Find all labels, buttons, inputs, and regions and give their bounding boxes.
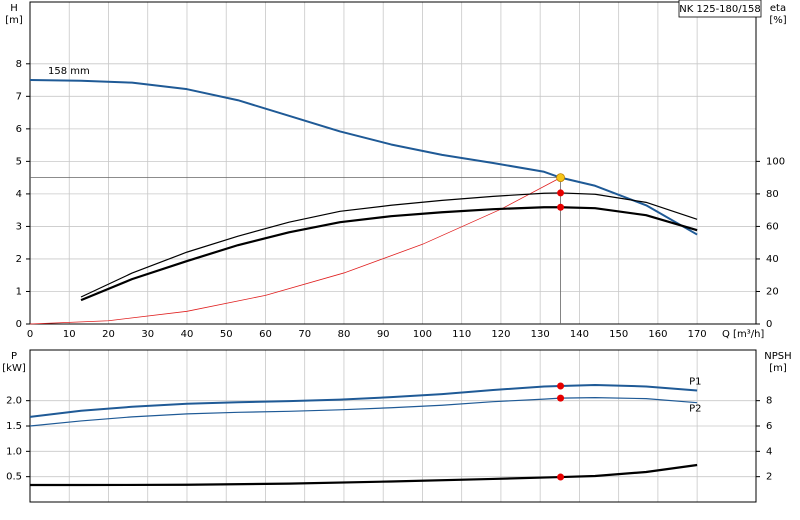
y2-axis-label: eta [770,3,786,14]
x-tick-label: 40 [181,329,194,340]
y-tick-label: 4 [16,189,22,200]
y2-tick-label: 6 [766,421,772,432]
y2-tick-label: 40 [766,254,779,265]
y2-axis-label: NPSH [764,351,791,362]
x-tick-label: 140 [570,329,589,340]
duty-marker [557,382,565,390]
x-tick-label: 130 [531,329,550,340]
y-tick-label: 2.0 [6,396,22,407]
curve [29,177,561,325]
title-box [678,0,762,18]
x-tick-label: 30 [141,329,154,340]
y-tick-label: 5 [16,156,22,167]
y-axis-unit: [kW] [2,363,26,374]
duty-marker [557,473,565,481]
y2-tick-label: 80 [766,189,779,200]
curve [29,397,698,427]
y-tick-label: 1.5 [6,421,22,432]
curve [29,383,698,418]
x-tick-label: 100 [413,329,432,340]
series-label: 158 mm [48,66,90,77]
series-label: P2 [689,404,701,415]
y-axis-label: H [10,3,18,14]
y2-tick-label: 0 [766,319,772,330]
x-tick-label: 80 [338,329,351,340]
curve [30,463,698,487]
y2-tick-label: 60 [766,221,779,232]
plot-frame [29,1,757,325]
y-axis-label: P [11,351,17,362]
x-tick-label: 10 [63,329,76,340]
x-tick-label: 150 [609,329,628,340]
y2-tick-label: 2 [766,472,772,483]
x-tick-label: 50 [220,329,233,340]
x-tick-label: 170 [688,329,707,340]
y2-tick-label: 100 [766,156,785,167]
x-tick-label: 90 [377,329,390,340]
y-axis-unit: [m] [5,15,23,26]
y2-tick-label: 4 [766,446,772,457]
duty-marker [557,203,565,211]
x-tick-label: 0 [27,329,33,340]
curve [29,79,698,236]
y2-tick-label: 8 [766,396,772,407]
y-tick-label: 0 [16,319,22,330]
y-tick-label: 8 [16,59,22,70]
y-tick-label: 0.5 [6,472,22,483]
x-tick-label: 20 [102,329,115,340]
chart-title: NK 125-180/158 [679,4,760,15]
series-label: P1 [689,377,701,388]
x-axis-label: Q [m³/h] [722,329,764,340]
x-tick-label: 120 [491,329,510,340]
y-tick-label: 7 [16,91,22,102]
curve [80,192,698,298]
y2-axis-unit: [m] [769,363,787,374]
y-tick-label: 6 [16,124,22,135]
curve [80,206,698,302]
x-tick-label: 110 [452,329,471,340]
y2-axis-unit: [%] [769,15,786,26]
x-tick-label: 60 [259,329,272,340]
y-tick-label: 1.0 [6,446,22,457]
duty-point [556,173,565,183]
y-tick-label: 1 [16,286,22,297]
duty-marker [557,394,565,402]
x-tick-label: 70 [298,329,311,340]
x-tick-label: 160 [648,329,667,340]
y2-tick-label: 20 [766,286,779,297]
y-tick-label: 2 [16,254,22,265]
y-tick-label: 3 [16,221,22,232]
duty-marker [557,189,565,197]
